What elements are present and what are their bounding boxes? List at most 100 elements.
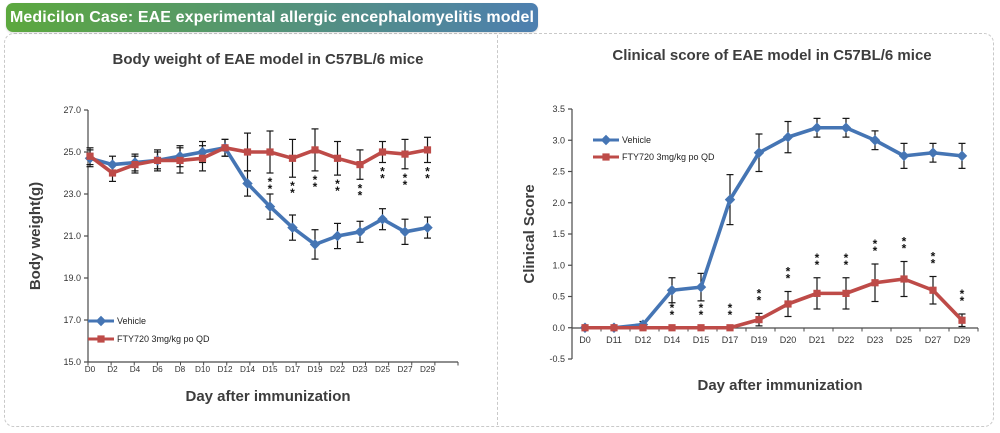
clinical-score-chart: Clinical score of EAE model in C57BL/6 m… xyxy=(521,47,979,394)
svg-text:D14: D14 xyxy=(664,335,681,345)
svg-text:*: * xyxy=(815,258,820,272)
svg-text:25.0: 25.0 xyxy=(63,147,81,157)
svg-text:D17: D17 xyxy=(722,335,739,345)
svg-text:*: * xyxy=(902,242,907,256)
svg-text:*: * xyxy=(844,251,849,265)
svg-text:*: * xyxy=(699,301,704,315)
svg-text:*: * xyxy=(358,188,363,202)
svg-text:*: * xyxy=(425,172,430,186)
svg-text:*: * xyxy=(425,165,430,179)
svg-text:D29: D29 xyxy=(420,365,435,374)
svg-text:D23: D23 xyxy=(352,365,367,374)
svg-text:19.0: 19.0 xyxy=(63,273,81,283)
svg-text:3.5: 3.5 xyxy=(552,104,565,114)
svg-text:0.5: 0.5 xyxy=(552,292,565,302)
svg-text:D27: D27 xyxy=(397,365,412,374)
svg-text:*: * xyxy=(670,301,675,315)
svg-text:D22: D22 xyxy=(838,335,855,345)
svg-text:*: * xyxy=(757,286,762,300)
svg-text:D25: D25 xyxy=(375,365,390,374)
svg-text:*: * xyxy=(335,177,340,191)
svg-text:*: * xyxy=(403,171,408,185)
svg-text:*: * xyxy=(670,308,675,322)
banner-title: Medicilon Case: EAE experimental allergi… xyxy=(9,8,534,26)
svg-text:*: * xyxy=(380,172,385,186)
panel-divider xyxy=(497,35,498,425)
svg-text:*: * xyxy=(313,180,318,194)
svg-text:*: * xyxy=(358,181,363,195)
svg-text:*: * xyxy=(757,293,762,307)
svg-text:1.5: 1.5 xyxy=(552,229,565,239)
svg-text:*: * xyxy=(728,301,733,315)
svg-text:3.0: 3.0 xyxy=(552,135,565,145)
svg-text:2.5: 2.5 xyxy=(552,167,565,177)
svg-text:Day after immunization: Day after immunization xyxy=(697,377,862,394)
svg-text:FTY720 3mg/kg po QD: FTY720 3mg/kg po QD xyxy=(622,152,715,162)
svg-text:*: * xyxy=(380,165,385,179)
svg-text:*: * xyxy=(268,175,273,189)
svg-text:Clinical Score: Clinical Score xyxy=(521,184,538,283)
svg-text:D11: D11 xyxy=(606,335,622,345)
svg-text:*: * xyxy=(960,294,965,308)
svg-text:D4: D4 xyxy=(130,365,141,374)
svg-text:2.0: 2.0 xyxy=(552,198,565,208)
svg-text:Day after immunization: Day after immunization xyxy=(185,388,350,405)
svg-text:*: * xyxy=(815,251,820,265)
svg-text:15.0: 15.0 xyxy=(63,357,81,367)
svg-text:*: * xyxy=(290,179,295,193)
svg-text:27.0: 27.0 xyxy=(63,105,81,115)
svg-text:D22: D22 xyxy=(330,365,345,374)
svg-text:D20: D20 xyxy=(780,335,797,345)
svg-text:D6: D6 xyxy=(152,365,163,374)
svg-text:Vehicle: Vehicle xyxy=(117,316,146,326)
svg-text:D12: D12 xyxy=(217,365,232,374)
svg-text:23.0: 23.0 xyxy=(63,189,81,199)
svg-text:D25: D25 xyxy=(896,335,913,345)
svg-text:D2: D2 xyxy=(107,365,118,374)
svg-text:*: * xyxy=(335,184,340,198)
svg-text:*: * xyxy=(268,182,273,196)
svg-text:Clinical score of EAE model in: Clinical score of EAE model in C57BL/6 m… xyxy=(612,47,931,64)
svg-text:*: * xyxy=(960,287,965,301)
svg-text:D15: D15 xyxy=(262,365,277,374)
body-weight-chart-panel: Body weight of EAE model in C57BL/6 mice… xyxy=(10,40,492,430)
svg-text:D17: D17 xyxy=(285,365,300,374)
svg-text:D19: D19 xyxy=(307,365,322,374)
svg-text:D14: D14 xyxy=(240,365,255,374)
svg-text:*: * xyxy=(403,178,408,192)
svg-text:*: * xyxy=(786,265,791,279)
svg-text:D8: D8 xyxy=(175,365,186,374)
svg-text:0.0: 0.0 xyxy=(552,323,565,333)
svg-text:17.0: 17.0 xyxy=(63,315,81,325)
svg-text:21.0: 21.0 xyxy=(63,231,81,241)
svg-text:D0: D0 xyxy=(579,335,591,345)
clinical-score-chart-panel: Clinical score of EAE model in C57BL/6 m… xyxy=(500,40,998,430)
svg-text:*: * xyxy=(902,235,907,249)
svg-text:Body weight of EAE model in C5: Body weight of EAE model in C57BL/6 mice xyxy=(113,51,424,68)
svg-text:D27: D27 xyxy=(925,335,942,345)
svg-text:*: * xyxy=(931,250,936,264)
svg-text:Vehicle: Vehicle xyxy=(622,135,651,145)
svg-text:*: * xyxy=(290,186,295,200)
svg-text:D10: D10 xyxy=(195,365,210,374)
svg-text:1.0: 1.0 xyxy=(552,260,565,270)
svg-text:*: * xyxy=(728,308,733,322)
svg-text:*: * xyxy=(313,173,318,187)
svg-text:-0.5: -0.5 xyxy=(549,354,565,364)
svg-text:*: * xyxy=(699,308,704,322)
svg-text:D29: D29 xyxy=(954,335,971,345)
svg-text:D12: D12 xyxy=(635,335,652,345)
svg-text:*: * xyxy=(873,244,878,258)
header-banner: Medicilon Case: EAE experimental allergi… xyxy=(6,3,538,32)
svg-text:D23: D23 xyxy=(867,335,884,345)
svg-text:FTY720 3mg/kg po QD: FTY720 3mg/kg po QD xyxy=(117,334,210,344)
figure-dashed-border xyxy=(4,33,994,427)
svg-text:*: * xyxy=(873,237,878,251)
svg-text:*: * xyxy=(931,257,936,271)
svg-text:D19: D19 xyxy=(751,335,768,345)
svg-text:Body weight(g): Body weight(g) xyxy=(27,182,44,290)
svg-text:D0: D0 xyxy=(85,365,96,374)
body-weight-chart: Body weight of EAE model in C57BL/6 mice… xyxy=(27,51,459,405)
svg-text:*: * xyxy=(786,272,791,286)
